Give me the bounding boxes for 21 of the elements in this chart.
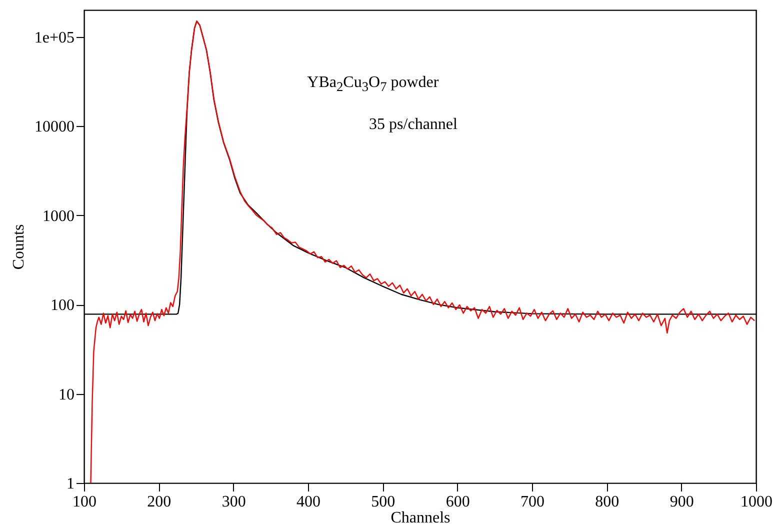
x-tick-label: 100 (72, 494, 96, 510)
x-tick-label: 800 (595, 494, 620, 510)
line-series (90, 20, 756, 483)
y-tick-label: 10 (58, 386, 74, 404)
y-tick-label: 1 (66, 476, 74, 492)
y-tick-label: 10000 (34, 118, 74, 136)
y-tick-label: 100 (50, 297, 74, 314)
x-tick-label: 400 (296, 494, 320, 510)
x-tick-label: 700 (520, 494, 544, 510)
y-tick-label: 1e+05 (34, 29, 74, 46)
annotation: YBa$_{2}$Cu$_{3}$O$_{7}$ powder (307, 74, 439, 96)
x-tick-label: 600 (446, 494, 470, 510)
y-tick-label: 1000 (42, 208, 74, 225)
x-axis-title: Channels (390, 510, 450, 524)
annotation: 35 ps/channel (369, 116, 458, 134)
x-tick-label: 1000 (740, 494, 772, 510)
x-tick-label: 300 (222, 494, 246, 510)
y-axis-title: Counts (10, 224, 28, 270)
x-tick-label: 200 (147, 494, 172, 510)
x-tick-label: 500 (371, 494, 396, 510)
x-tick-label: 900 (670, 494, 694, 510)
